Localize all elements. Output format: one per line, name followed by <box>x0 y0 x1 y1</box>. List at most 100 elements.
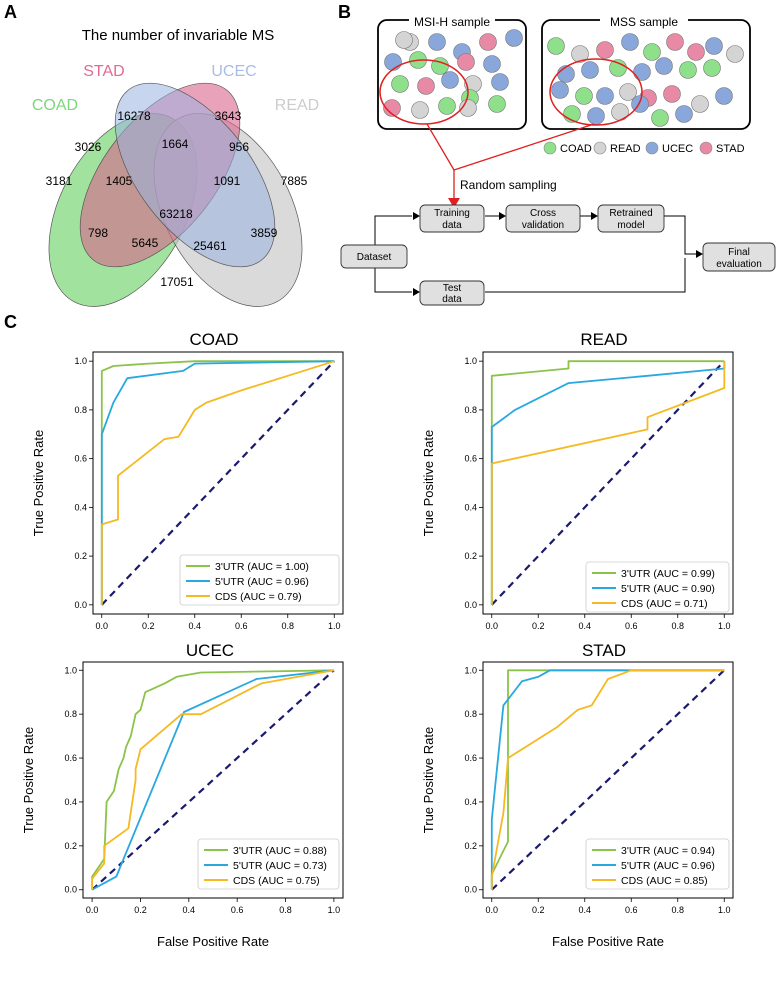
venn-count-stad-ucec: 1664 <box>162 137 189 151</box>
chance-diagonal <box>91 669 335 891</box>
final-evaluation-box <box>702 242 776 272</box>
x-tick-label: 0.8 <box>671 905 684 915</box>
venn-count-coad-stad-read: 25461 <box>193 239 227 253</box>
x-tick-label: 1.0 <box>328 621 341 631</box>
retrained-model-line2: model <box>617 220 644 231</box>
y-tick-label: 0.6 <box>64 753 77 763</box>
roc-chart-title: READ <box>580 330 627 349</box>
legend-entry: 3'UTR (AUC = 0.94) <box>621 845 715 857</box>
final-evaluation-line1: Final <box>728 247 750 258</box>
legend-entry: CDS (AUC = 0.79) <box>215 591 302 603</box>
venn-label-coad: COAD <box>32 97 78 114</box>
x-tick-label: 0.4 <box>183 905 196 915</box>
legend-dot-read <box>593 141 607 155</box>
legend-label-read: READ <box>610 143 641 155</box>
test-data-box <box>419 280 485 306</box>
venn-count-coad-only: 3181 <box>46 174 73 188</box>
x-tick-label: 0.2 <box>134 905 147 915</box>
msih-sample-circle <box>438 97 456 115</box>
mss-sample-circle <box>551 81 569 99</box>
mss-sample-circle <box>675 105 693 123</box>
y-tick-label: 0.0 <box>464 885 477 895</box>
mss-sampling-ellipse <box>549 58 643 126</box>
roc-legend: 3'UTR (AUC = 0.94) 5'UTR (AUC = 0.96) CDS … <box>585 838 730 890</box>
mss-sample-circle <box>621 33 639 51</box>
venn-count-coad-read: 17051 <box>160 275 194 289</box>
venn-count-read-only: 7885 <box>281 174 308 188</box>
panel-letter-b: B <box>338 2 351 22</box>
roc-chart-title: COAD <box>189 330 238 349</box>
x-tick-label: 0.4 <box>188 621 201 631</box>
legend-entry: 3'UTR (AUC = 1.00) <box>215 561 309 573</box>
venn-count-stad-read: 3859 <box>251 226 278 240</box>
random-sampling-label: Random sampling <box>460 178 557 192</box>
msih-sample-circle <box>457 53 475 71</box>
x-tick-label: 0.0 <box>485 621 498 631</box>
roc-chart-stad: STAD 0.0 0.2 0.4 0.6 0.8 1.0 0.0 0.2 0.4 0.6 0.8 1.0… <box>421 641 734 949</box>
msih-sample-circle <box>411 101 429 119</box>
y-tick-label: 0.8 <box>74 405 87 415</box>
roc-curve-series-2 <box>490 361 726 605</box>
sampling-lines <box>426 123 595 200</box>
y-axis-label: True Positive Rate <box>21 727 36 833</box>
y-tick-label: 0.6 <box>464 454 477 464</box>
flow-connectors <box>374 215 697 293</box>
msih-sample-circle <box>428 33 446 51</box>
venn-count-coad-stad-ucec: 1405 <box>106 174 133 188</box>
cross-validation-box <box>505 204 581 233</box>
y-axis-label: True Positive Rate <box>421 430 436 536</box>
chance-diagonal <box>490 669 726 891</box>
y-tick-label: 0.0 <box>74 600 87 610</box>
mss-sample-circle <box>715 87 733 105</box>
legend-entry: CDS (AUC = 0.71) <box>621 598 708 610</box>
y-tick-label: 0.8 <box>464 405 477 415</box>
msih-sample-circle <box>417 77 435 95</box>
panel-letter-a: A <box>4 2 17 22</box>
flow-arrowheads <box>413 212 703 296</box>
msih-sample-circle <box>395 31 413 49</box>
mss-sample-circle <box>643 43 661 61</box>
x-tick-label: 0.4 <box>578 905 591 915</box>
x-tick-label: 0.4 <box>578 621 591 631</box>
y-tick-label: 0.8 <box>64 709 77 719</box>
x-tick-label: 1.0 <box>718 621 731 631</box>
roc-legend: 3'UTR (AUC = 0.99) 5'UTR (AUC = 0.90) CDS … <box>585 561 730 613</box>
x-tick-label: 0.8 <box>281 621 294 631</box>
msih-sample-circle <box>391 75 409 93</box>
final-evaluation-line2: evaluation <box>716 259 762 270</box>
legend-label-ucec: UCEC <box>662 143 693 155</box>
mss-sample-circle <box>547 37 565 55</box>
mss-sample-circle <box>581 61 599 79</box>
mss-title-mask <box>600 14 688 28</box>
mss-sample-circle <box>691 95 709 113</box>
legend-entry: 5'UTR (AUC = 0.96) <box>621 860 715 872</box>
x-tick-label: 0.8 <box>671 621 684 631</box>
venn-count-stad-ucec-read: 1091 <box>214 174 241 188</box>
mss-sample-circle <box>651 109 669 127</box>
msih-sample-circle <box>491 73 509 91</box>
msih-title: MSI-H sample <box>414 15 490 29</box>
mss-sample-circle <box>575 87 593 105</box>
venn-label-stad: STAD <box>83 63 124 80</box>
y-tick-label: 0.2 <box>64 841 77 851</box>
roc-curve-series-1 <box>91 669 335 891</box>
legend-box <box>197 838 340 890</box>
training-data-line2: data <box>442 220 462 231</box>
y-tick-label: 0.8 <box>464 709 477 719</box>
mss-sample-circle <box>611 103 629 121</box>
legend-label-coad: COAD <box>560 143 592 155</box>
y-tick-label: 1.0 <box>74 356 87 366</box>
venn-label-ucec: UCEC <box>211 63 256 80</box>
roc-chart-coad: COAD 0.0 0.2 0.4 0.6 0.8 1.0 0.0 0.2 0.4 0.6 0.8 1.0… <box>31 330 344 631</box>
mss-title: MSS sample <box>610 15 678 29</box>
x-axis-label: False Positive Rate <box>552 934 664 949</box>
test-data-line2: data <box>442 294 462 305</box>
roc-chart-title: STAD <box>582 641 626 660</box>
x-axis-label: False Positive Rate <box>157 934 269 949</box>
venn-count-stad-only: 16278 <box>117 109 151 123</box>
mss-sample-circle <box>666 33 684 51</box>
y-axis-label: True Positive Rate <box>421 727 436 833</box>
dataset-label: Dataset <box>357 252 392 263</box>
retrained-model-line1: Retrained <box>609 208 652 219</box>
